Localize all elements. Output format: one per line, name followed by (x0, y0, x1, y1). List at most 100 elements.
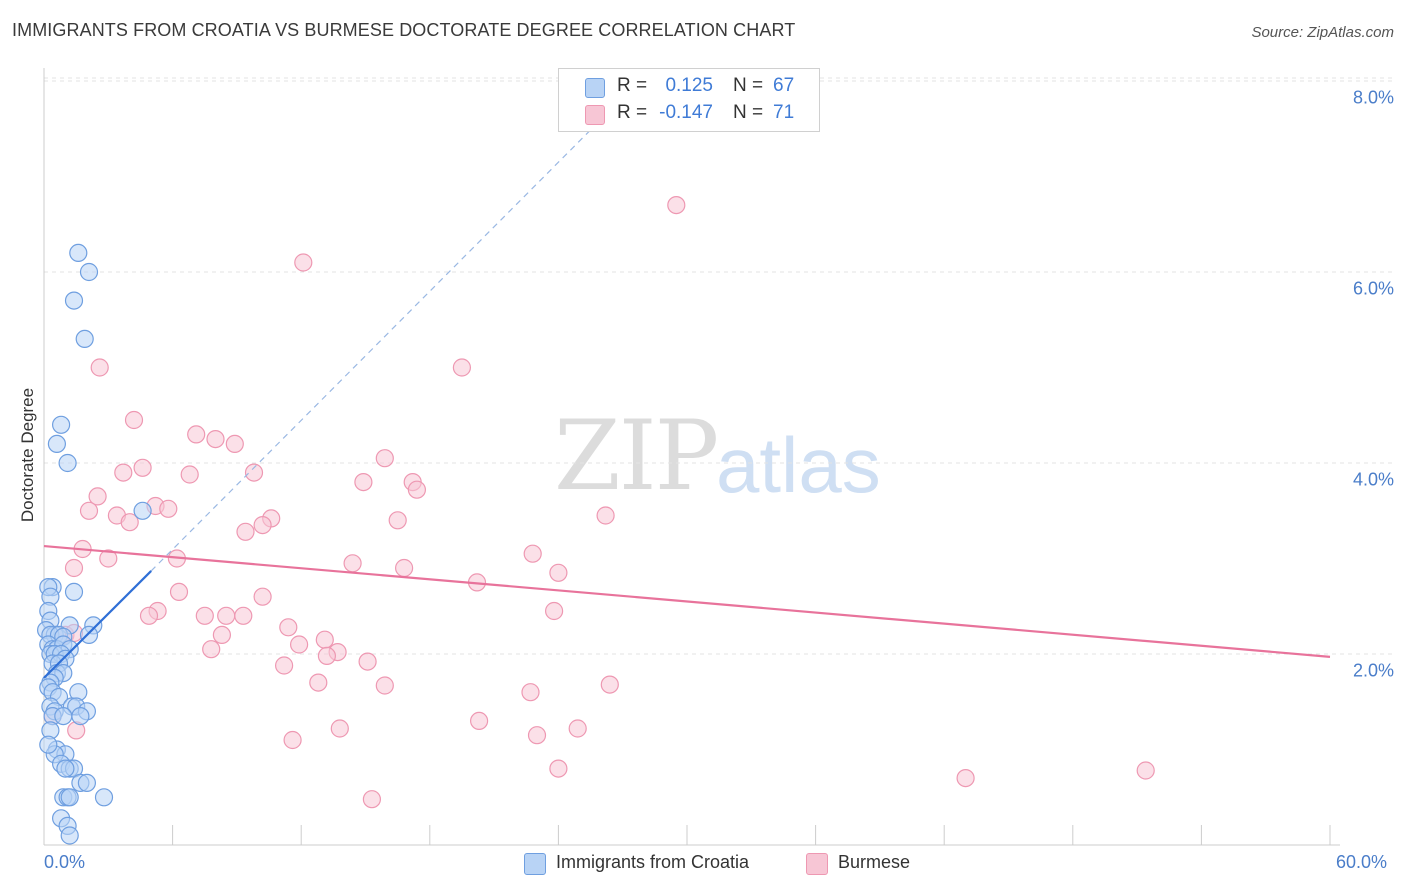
burmese-point (523, 544, 542, 563)
burmese-point (1136, 761, 1155, 780)
burmese-point (88, 487, 107, 506)
burmese-point (343, 554, 362, 573)
burmese-point (234, 606, 253, 625)
n-label: N = (733, 102, 764, 123)
legend-swatch-croatia (524, 853, 546, 875)
croatia-point (77, 773, 97, 793)
series-legend: Immigrants from Croatia Burmese (0, 852, 1406, 878)
croatia-point (79, 262, 99, 282)
y-tick-4: 4.0% (1352, 469, 1394, 490)
n-value: 71 (773, 102, 795, 123)
burmese-point (99, 549, 118, 568)
burmese-point (549, 759, 568, 778)
burmese-point (317, 646, 336, 666)
burmese-point (133, 458, 152, 477)
burmese-point (159, 499, 178, 518)
burmese-point (358, 652, 377, 671)
croatia-point (75, 329, 94, 348)
stats-legend: R = 0.125 N = 67 R = -0.147 N = 71 (558, 68, 820, 132)
burmese-point (244, 463, 264, 482)
burmese-point (206, 430, 225, 449)
burmese-point (330, 719, 349, 738)
burmese-point (309, 673, 328, 692)
y-axis-label: Doctorate Degree (18, 387, 37, 523)
burmese-point (354, 473, 373, 492)
legend-swatch-burmese (585, 105, 605, 125)
burmese-point (124, 410, 144, 430)
burmese-point (139, 606, 159, 625)
burmese-point (596, 506, 615, 525)
croatia-point (58, 453, 77, 473)
burmese-point (217, 606, 236, 625)
burmese-point (521, 683, 540, 702)
legend-label-croatia: Immigrants from Croatia (556, 852, 750, 872)
burmese-point (253, 587, 272, 606)
croatia-point (47, 434, 67, 453)
burmese-point (395, 558, 414, 578)
croatia-point (69, 243, 88, 262)
n-value: 67 (773, 75, 795, 96)
legend-label-burmese: Burmese (838, 852, 911, 872)
stats-legend-row-burmese: R = -0.147 N = 71 (559, 101, 819, 127)
legend-swatch-burmese (806, 853, 828, 875)
burmese-point (169, 582, 189, 602)
burmese-point (294, 253, 313, 272)
y-tick-8: 8.0% (1352, 87, 1394, 108)
chart-title: IMMIGRANTS FROM CROATIA VS BURMESE DOCTO… (12, 20, 796, 40)
burmese-point (388, 511, 407, 530)
croatia-point (64, 291, 84, 310)
croatia-point (60, 788, 79, 807)
burmese-point (568, 719, 587, 738)
burmese-point (527, 726, 547, 745)
burmese-point (195, 606, 214, 625)
burmese-point (64, 558, 84, 578)
y-tick-2: 2.0% (1352, 660, 1394, 681)
burmese-point (79, 501, 99, 520)
croatia-point (133, 501, 152, 520)
burmese-point (407, 480, 426, 499)
r-label: R = (617, 75, 648, 96)
burmese-point (225, 434, 244, 453)
burmese-trend-line (43, 544, 1331, 658)
burmese-point (202, 640, 221, 659)
y-tick-6: 6.0% (1352, 278, 1394, 299)
burmese-point (114, 463, 133, 482)
croatia-trend-line (43, 570, 152, 679)
n-label: N = (733, 75, 764, 96)
burmese-point (315, 630, 334, 649)
stats-legend-row-croatia: R = 0.125 N = 67 (559, 74, 819, 100)
watermark-atlas: atlas (716, 421, 881, 509)
croatia-point (51, 415, 71, 434)
croatia-point (79, 625, 99, 645)
x-tick-max: 60.0% (1336, 852, 1388, 872)
croatia-point (64, 582, 84, 602)
chart-source: Source: ZipAtlas.com (1251, 24, 1394, 41)
croatia-point (39, 735, 58, 754)
burmese-point (275, 656, 294, 675)
x-tick-min: 0.0% (44, 852, 86, 872)
watermark-zip: ZIP (554, 400, 719, 512)
croatia-point (56, 759, 75, 778)
croatia-point (71, 706, 90, 726)
burmese-point (549, 563, 568, 582)
r-label: R = (617, 102, 648, 123)
burmese-point (120, 513, 139, 532)
burmese-point (236, 522, 255, 541)
burmese-point (180, 465, 199, 484)
croatia-point (54, 706, 73, 726)
croatia-point (60, 826, 79, 845)
r-value: 0.125 (665, 75, 713, 96)
burmese-point (212, 625, 231, 645)
burmese-point (362, 790, 381, 809)
croatia-trend-extension (150, 118, 602, 572)
burmese-point (253, 515, 272, 535)
burmese-point (452, 358, 471, 377)
burmese-point (600, 675, 619, 694)
burmese-point (375, 676, 394, 695)
legend-swatch-croatia (585, 78, 605, 98)
croatia-point (94, 788, 114, 807)
burmese-point (290, 635, 309, 654)
burmese-point (667, 196, 686, 215)
